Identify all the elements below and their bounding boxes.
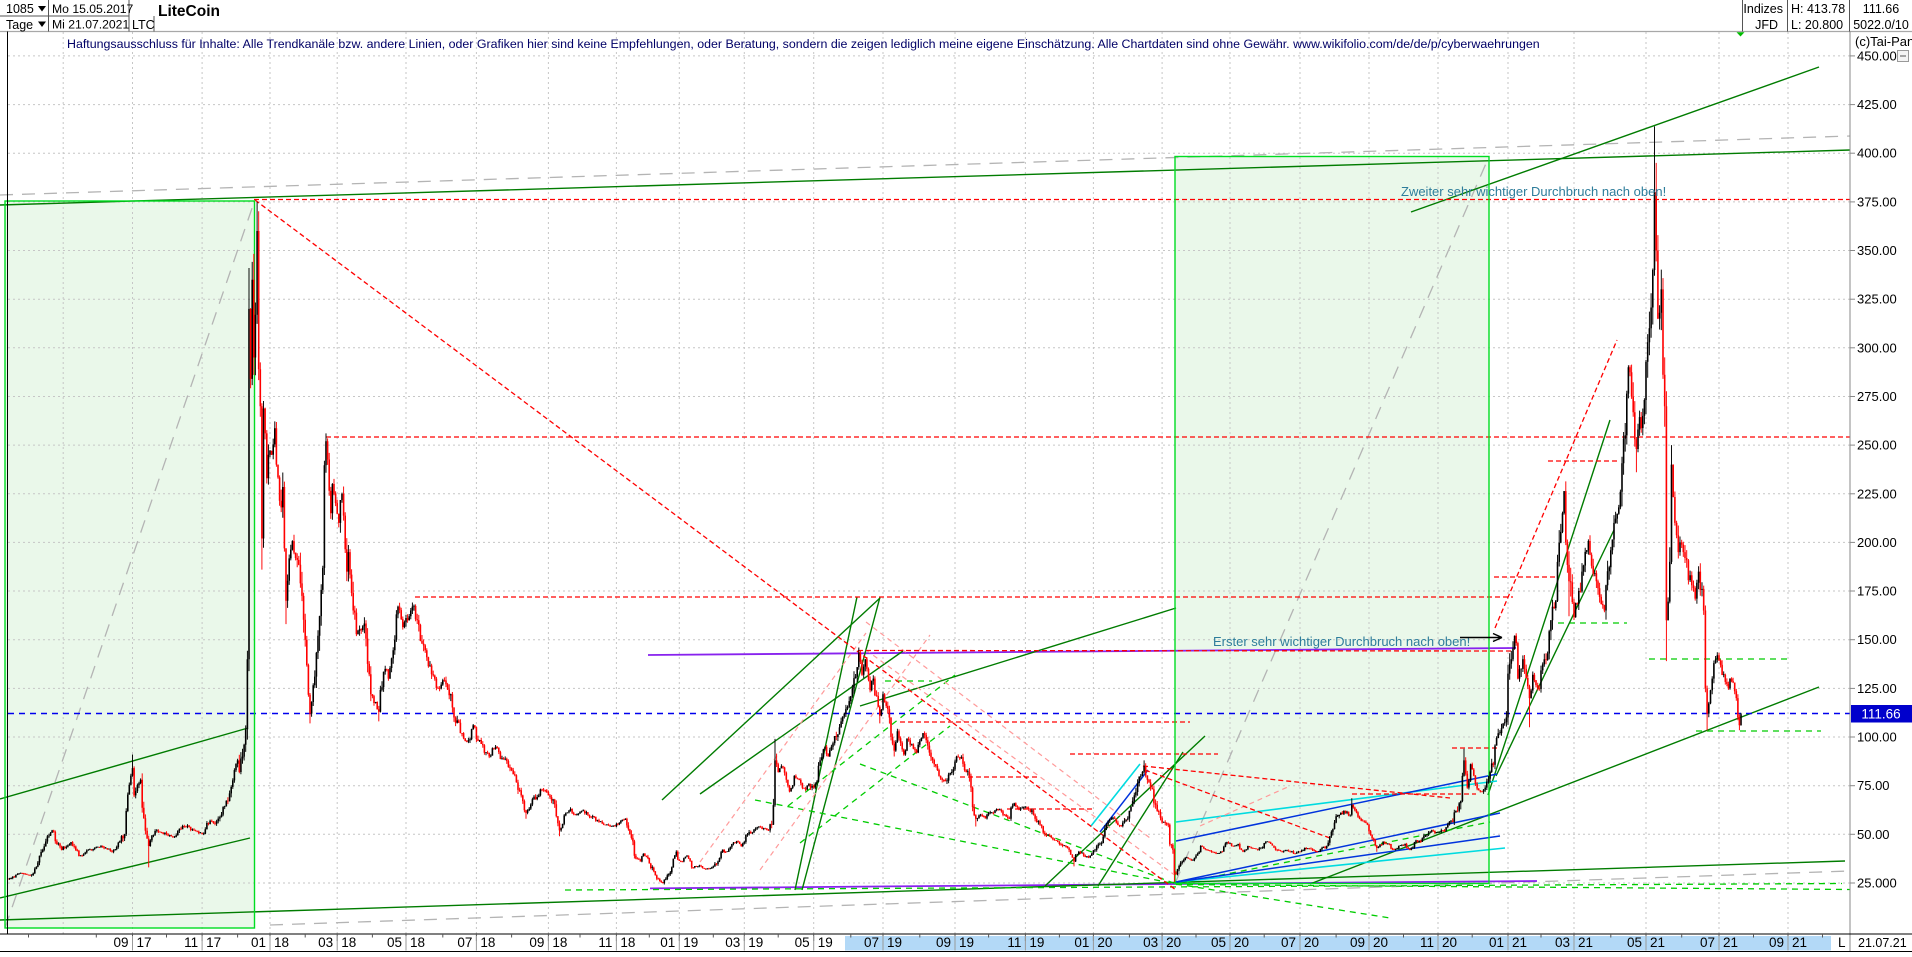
svg-text:H: 413.78: H: 413.78 bbox=[1791, 2, 1845, 16]
svg-text:LiteCoin: LiteCoin bbox=[158, 3, 220, 20]
svg-text:425.00: 425.00 bbox=[1857, 97, 1897, 112]
svg-text:L: L bbox=[1838, 935, 1846, 950]
svg-text:Zweiter sehr wichtiger Durchbr: Zweiter sehr wichtiger Durchbruch nach o… bbox=[1401, 184, 1666, 199]
svg-text:19: 19 bbox=[959, 935, 974, 950]
svg-text:400.00: 400.00 bbox=[1857, 146, 1897, 161]
svg-text:21: 21 bbox=[1512, 935, 1527, 950]
svg-text:21: 21 bbox=[1650, 935, 1665, 950]
svg-text:20: 20 bbox=[1373, 935, 1388, 950]
svg-text:07: 07 bbox=[1281, 935, 1296, 950]
svg-text:19: 19 bbox=[818, 935, 833, 950]
svg-text:21: 21 bbox=[1792, 935, 1807, 950]
svg-text:125.00: 125.00 bbox=[1857, 681, 1897, 696]
svg-text:350.00: 350.00 bbox=[1857, 243, 1897, 258]
svg-text:03: 03 bbox=[1143, 935, 1158, 950]
svg-text:18: 18 bbox=[480, 935, 495, 950]
svg-text:20: 20 bbox=[1442, 935, 1457, 950]
svg-text:19: 19 bbox=[887, 935, 902, 950]
svg-text:275.00: 275.00 bbox=[1857, 389, 1897, 404]
svg-text:11: 11 bbox=[184, 935, 198, 950]
svg-text:21: 21 bbox=[1723, 935, 1738, 950]
svg-text:(c)Tai-Pan: (c)Tai-Pan bbox=[1855, 34, 1912, 49]
svg-text:11: 11 bbox=[1007, 935, 1021, 950]
svg-text:L: 20.800: L: 20.800 bbox=[1791, 18, 1843, 32]
svg-text:19: 19 bbox=[1029, 935, 1044, 950]
svg-text:09: 09 bbox=[1350, 935, 1365, 950]
svg-text:50.00: 50.00 bbox=[1857, 827, 1890, 842]
svg-text:01: 01 bbox=[660, 935, 675, 950]
svg-text:05: 05 bbox=[1211, 935, 1226, 950]
svg-text:07: 07 bbox=[457, 935, 472, 950]
svg-text:21: 21 bbox=[1578, 935, 1593, 950]
svg-text:225.00: 225.00 bbox=[1857, 486, 1897, 501]
svg-text:09: 09 bbox=[113, 935, 128, 950]
svg-text:03: 03 bbox=[725, 935, 740, 950]
svg-text:11: 11 bbox=[1420, 935, 1434, 950]
svg-text:03: 03 bbox=[1555, 935, 1570, 950]
svg-text:111.66: 111.66 bbox=[1863, 2, 1899, 16]
svg-text:05: 05 bbox=[795, 935, 810, 950]
svg-text:200.00: 200.00 bbox=[1857, 535, 1897, 550]
svg-text:05: 05 bbox=[1627, 935, 1642, 950]
svg-text:18: 18 bbox=[410, 935, 425, 950]
svg-text:Haftungsausschluss für Inhalte: Haftungsausschluss für Inhalte: Alle Tre… bbox=[67, 37, 1540, 51]
svg-text:18: 18 bbox=[274, 935, 289, 950]
svg-text:250.00: 250.00 bbox=[1857, 438, 1897, 453]
svg-text:Mo 15.05.2017: Mo 15.05.2017 bbox=[52, 2, 134, 16]
svg-text:18: 18 bbox=[552, 935, 567, 950]
svg-text:JFD: JFD bbox=[1755, 18, 1778, 32]
svg-text:03: 03 bbox=[318, 935, 333, 950]
svg-text:Mi 21.07.2021: Mi 21.07.2021 bbox=[52, 18, 129, 32]
svg-text:19: 19 bbox=[748, 935, 763, 950]
svg-text:07: 07 bbox=[864, 935, 879, 950]
svg-text:375.00: 375.00 bbox=[1857, 194, 1897, 209]
svg-text:111.66: 111.66 bbox=[1861, 707, 1900, 722]
svg-text:01: 01 bbox=[1074, 935, 1089, 950]
svg-text:01: 01 bbox=[251, 935, 266, 950]
svg-text:25.000: 25.000 bbox=[1857, 876, 1897, 891]
svg-text:450.00: 450.00 bbox=[1857, 48, 1897, 63]
svg-text:07: 07 bbox=[1700, 935, 1715, 950]
svg-text:09: 09 bbox=[1769, 935, 1784, 950]
svg-text:75.00: 75.00 bbox=[1857, 778, 1890, 793]
svg-text:20: 20 bbox=[1304, 935, 1319, 950]
svg-text:19: 19 bbox=[683, 935, 698, 950]
svg-text:05: 05 bbox=[387, 935, 402, 950]
svg-text:Indizes: Indizes bbox=[1743, 2, 1783, 16]
svg-text:1085: 1085 bbox=[6, 2, 34, 16]
svg-text:300.00: 300.00 bbox=[1857, 340, 1897, 355]
svg-text:09: 09 bbox=[936, 935, 951, 950]
svg-text:LTC: LTC bbox=[132, 18, 155, 32]
svg-text:Tage: Tage bbox=[6, 18, 33, 32]
svg-text:20: 20 bbox=[1166, 935, 1181, 950]
svg-text:325.00: 325.00 bbox=[1857, 292, 1897, 307]
svg-text:Erster sehr wichtiger Durchbru: Erster sehr wichtiger Durchbruch nach ob… bbox=[1213, 634, 1470, 649]
svg-text:20: 20 bbox=[1097, 935, 1112, 950]
svg-text:100.00: 100.00 bbox=[1857, 730, 1897, 745]
svg-text:150.00: 150.00 bbox=[1857, 632, 1897, 647]
svg-text:17: 17 bbox=[137, 935, 152, 950]
svg-text:21.07.21: 21.07.21 bbox=[1858, 936, 1907, 950]
svg-text:18: 18 bbox=[341, 935, 356, 950]
svg-text:18: 18 bbox=[620, 935, 635, 950]
svg-text:01: 01 bbox=[1489, 935, 1504, 950]
svg-text:09: 09 bbox=[529, 935, 544, 950]
svg-text:5022.0/10: 5022.0/10 bbox=[1853, 18, 1909, 32]
svg-text:17: 17 bbox=[206, 935, 221, 950]
svg-text:20: 20 bbox=[1234, 935, 1249, 950]
svg-text:175.00: 175.00 bbox=[1857, 584, 1897, 599]
svg-text:11: 11 bbox=[598, 935, 612, 950]
